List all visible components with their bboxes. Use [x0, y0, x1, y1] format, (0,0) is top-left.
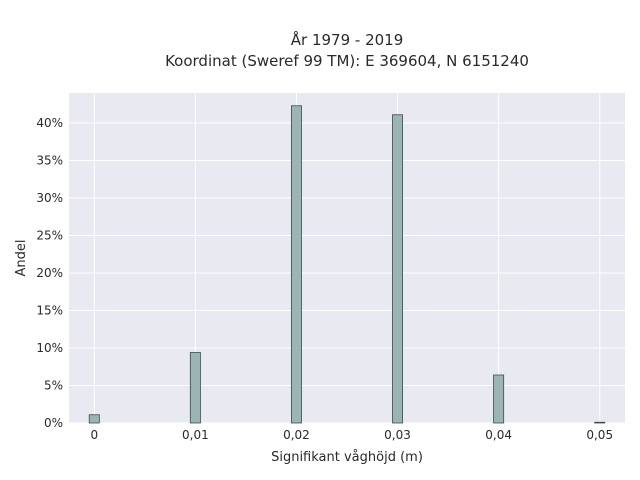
- y-tick-label: 35%: [36, 154, 63, 168]
- y-axis-ticks: 0% 5% 10% 15% 20% 25% 30% 35% 40%: [36, 116, 63, 430]
- y-tick-label: 30%: [36, 191, 63, 205]
- plot-area: [69, 93, 625, 423]
- x-tick-label: 0,03: [384, 428, 411, 442]
- y-tick-label: 5%: [44, 379, 63, 393]
- bars: [88, 105, 606, 424]
- bar-5: [594, 421, 606, 424]
- x-tick-label: 0,05: [586, 428, 613, 442]
- y-axis-label: Andel: [14, 240, 29, 277]
- x-tick-label: 0: [90, 428, 98, 442]
- bar-3: [392, 114, 403, 424]
- bar-2: [290, 105, 302, 424]
- x-tick-label: 0,02: [283, 428, 310, 442]
- y-tick-label: 0%: [44, 416, 63, 430]
- y-tick-label: 10%: [36, 341, 63, 355]
- x-tick-label: 0,04: [485, 428, 512, 442]
- y-tick-label: 40%: [36, 116, 63, 130]
- x-axis-label: Signifikant våghöjd (m): [271, 450, 423, 465]
- bar-0: [88, 414, 100, 424]
- bar-1: [189, 352, 201, 424]
- y-tick-label: 15%: [36, 304, 63, 318]
- chart-title-line-2: Koordinat (Sweref 99 TM): E 369604, N 61…: [165, 52, 529, 70]
- bar-4: [493, 374, 505, 424]
- x-axis-ticks: 0 0,01 0,02 0,03 0,04 0,05: [90, 428, 613, 442]
- x-tick-label: 0,01: [182, 428, 209, 442]
- y-tick-label: 20%: [36, 266, 63, 280]
- chart-title-line-1: År 1979 - 2019: [291, 30, 404, 49]
- y-tick-label: 25%: [36, 229, 63, 243]
